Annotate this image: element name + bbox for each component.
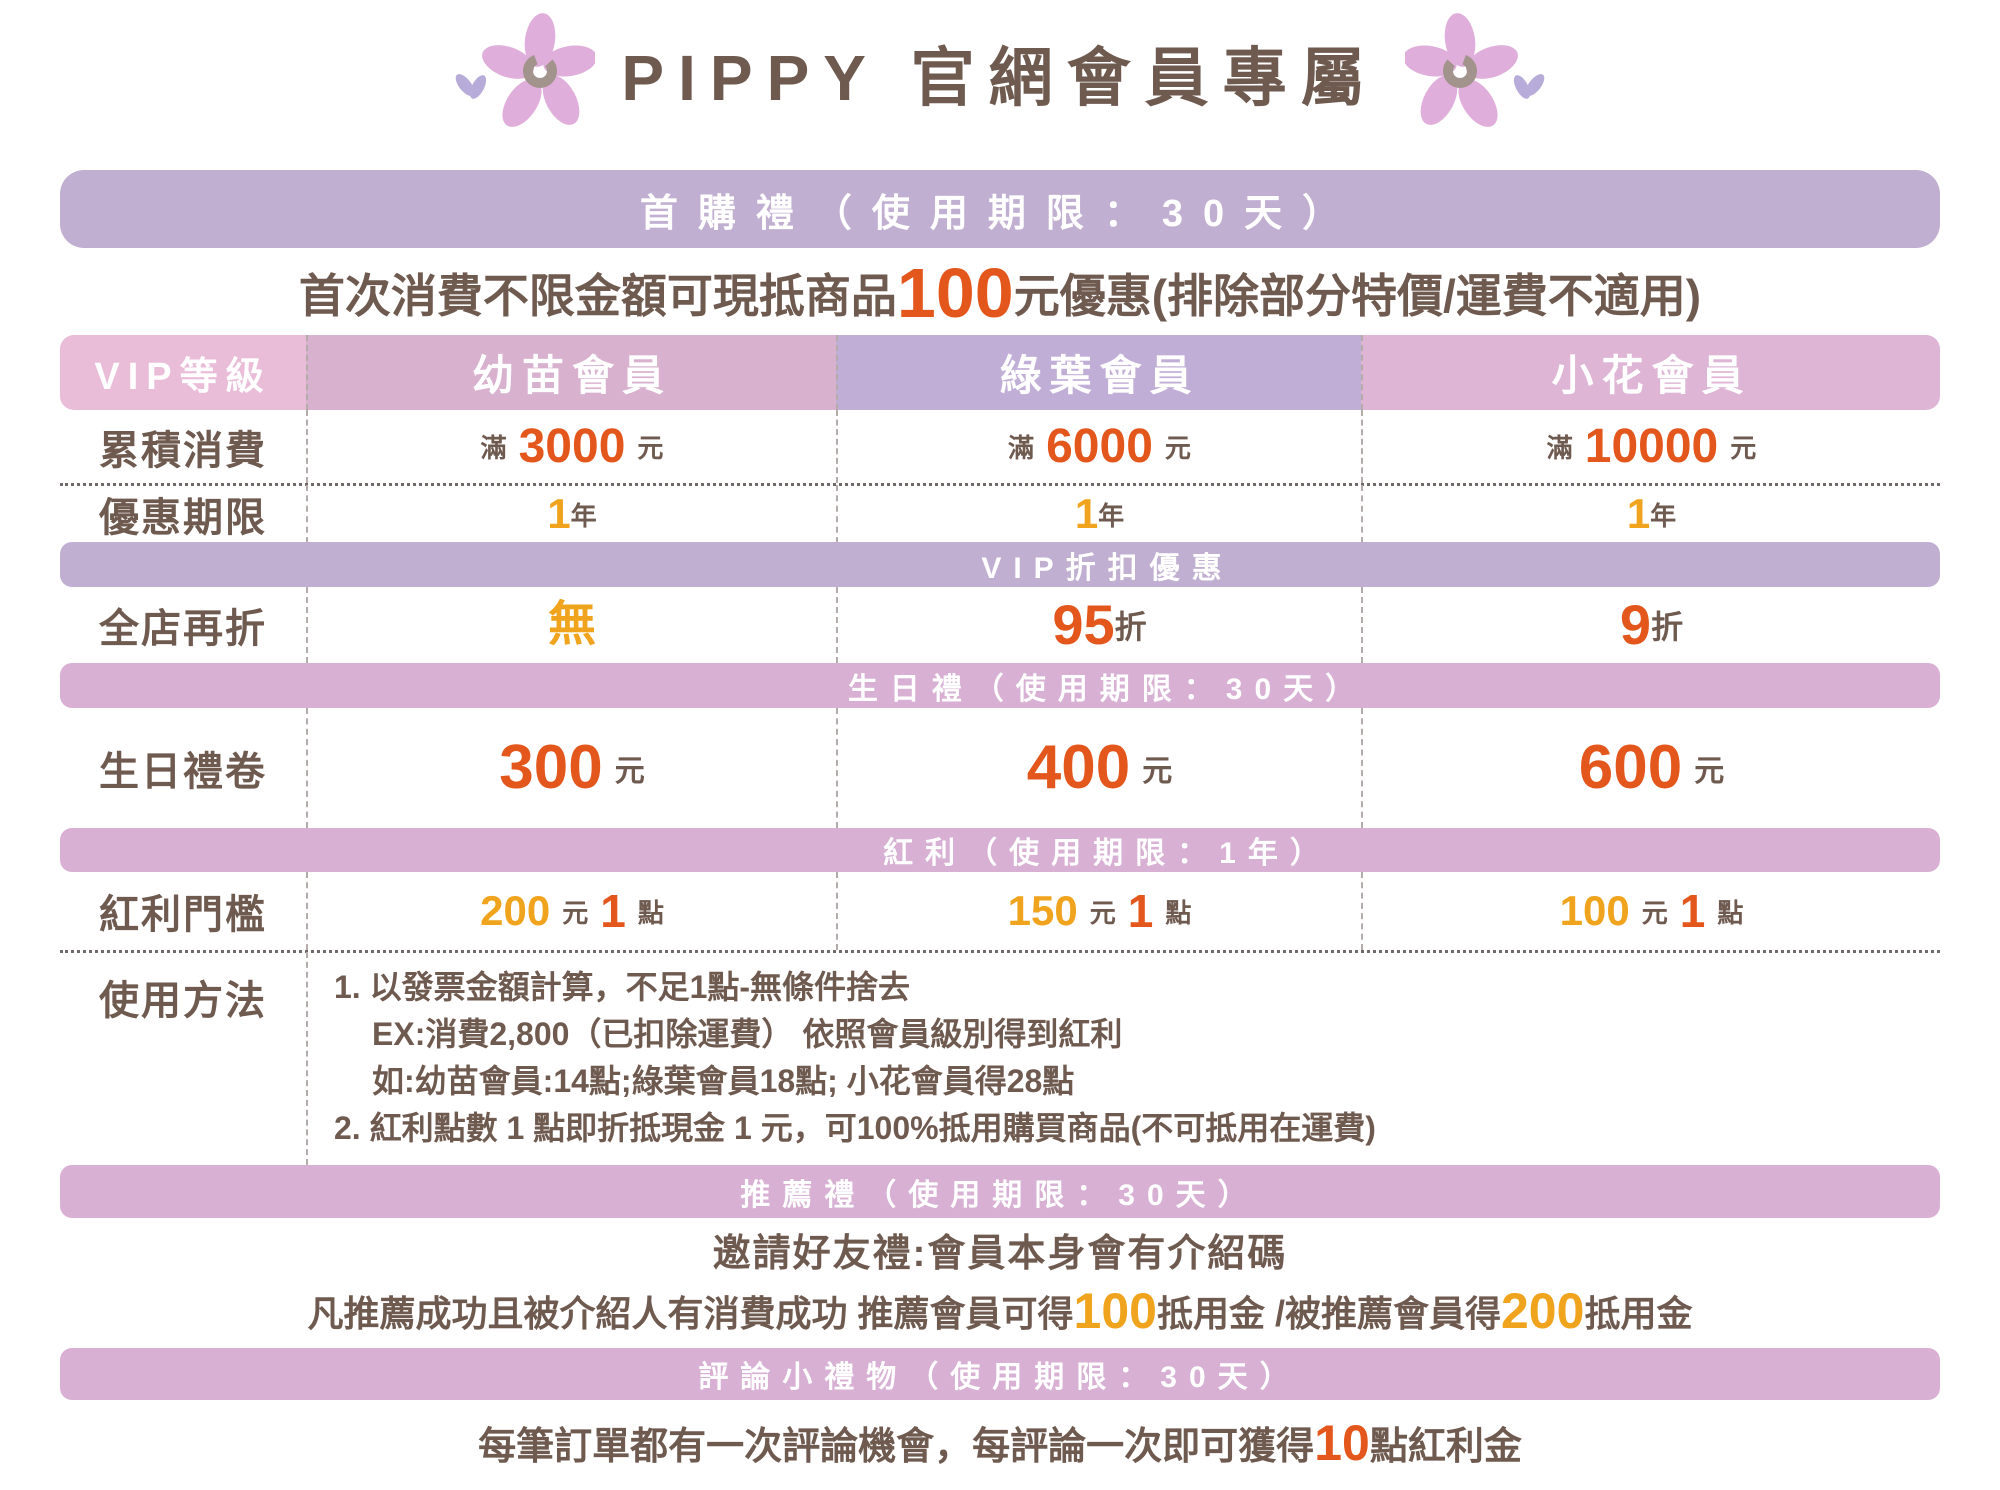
- vip-table-header-row: VIP等級 幼苗會員 綠葉會員 小花會員: [60, 335, 1940, 410]
- banner-referral-gift-label: 推薦禮（使用期限：30天）: [740, 1178, 1260, 1212]
- referral-line-1: 邀請好友禮:會員本身會有介紹碼: [712, 1232, 1288, 1275]
- first-purchase-desc-pre: 首次消費不限金額可現抵商品: [298, 269, 897, 322]
- cell-seedling-spending: 滿 3000 元: [306, 410, 836, 483]
- banner-vip-discount-label: VIP折扣優惠: [981, 551, 1234, 585]
- flower-icon: [456, 13, 596, 127]
- referral-credit-referee: 200: [1501, 1283, 1585, 1339]
- row-accumulated-spending: 累積消費 滿 3000 元 滿 6000 元 滿 10000 元: [60, 410, 1940, 483]
- flower-icon: [1404, 13, 1544, 127]
- referral-line-2: 凡推薦成功且被介紹人有消費成功 推薦會員可得 100 抵用金 /被推薦會員得 200 抵…: [60, 1280, 1940, 1342]
- cell-flower-spending: 滿 10000 元: [1361, 410, 1940, 483]
- banner-vip-discount: VIP折扣優惠: [60, 542, 1940, 587]
- first-purchase-amount: 100: [896, 253, 1014, 332]
- usage-line-4: 2. 紅利點數 1 點即折抵現金 1 元，可100%抵用購買商品(不可抵用在運費…: [334, 1110, 1376, 1146]
- header-leaf-member: 綠葉會員: [836, 335, 1361, 410]
- page-title: PIPPY 官網會員專屬: [621, 42, 1379, 114]
- page-header: PIPPY 官網會員專屬: [0, 13, 2000, 128]
- row-label: 使用方法: [99, 979, 267, 1023]
- review-points: 10: [1314, 1414, 1370, 1471]
- header-vip-level: VIP等級: [60, 335, 306, 410]
- banner-review-gift: 評論小禮物（使用期限：30天）: [60, 1348, 1940, 1400]
- banner-first-purchase: 首購禮（使用期限：30天）: [60, 170, 1940, 248]
- row-label: 全店再折: [99, 607, 267, 651]
- banner-birthday-gift-label: 生日禮（使用期限：30天）: [847, 672, 1368, 706]
- banner-birthday-gift: 生日禮（使用期限：30天）: [60, 663, 1940, 708]
- cell-seedling-voucher: 300 元: [306, 708, 836, 828]
- banner-rebate-label: 紅利（使用期限：1年）: [883, 837, 1332, 870]
- banner-review-gift-label: 評論小禮物（使用期限：30天）: [698, 1361, 1302, 1394]
- row-divider: [60, 483, 1940, 486]
- banner-referral-gift: 推薦禮（使用期限：30天）: [60, 1165, 1940, 1218]
- row-label: 累積消費: [99, 428, 267, 473]
- row-birthday-voucher: 生日禮卷 300 元 400 元 600 元: [60, 708, 1940, 828]
- referral-line2-post: 抵用金: [1584, 1293, 1693, 1334]
- first-purchase-desc-post: 元優惠(排除部分特價/運費不適用): [1013, 269, 1702, 322]
- banner-first-purchase-label: 首購禮（使用期限：30天）: [639, 192, 1361, 235]
- usage-line-2: EX:消費2,800（已扣除運費） 依照會員級別得到紅利: [372, 1016, 1123, 1052]
- row-usage-method: 使用方法 1. 以發票金額計算，不足1點-無條件捨去 EX:消費2,800（已扣…: [60, 952, 1940, 1165]
- row-label: 紅利門檻: [99, 893, 267, 937]
- cell-leaf-threshold: 150 元 1 點: [836, 872, 1361, 950]
- referral-line2-mid: 抵用金 /被推薦會員得: [1156, 1293, 1501, 1334]
- usage-instructions: 1. 以發票金額計算，不足1點-無條件捨去 EX:消費2,800（已扣除運費） …: [306, 952, 1940, 1165]
- cell-leaf-spending: 滿 6000 元: [836, 410, 1361, 483]
- first-purchase-description: 首次消費不限金額可現抵商品 100 元優惠(排除部分特價/運費不適用): [60, 250, 1940, 335]
- row-label: 生日禮卷: [99, 750, 267, 794]
- cell-leaf-voucher: 400 元: [836, 708, 1361, 828]
- review-line: 每筆訂單都有一次評論機會，每評論一次即可獲得 10 點紅利金: [60, 1400, 1940, 1485]
- row-divider: [60, 950, 1940, 953]
- banner-rebate: 紅利（使用期限：1年）: [60, 828, 1940, 872]
- usage-line-3: 如:幼苗會員:14點;綠葉會員18點; 小花會員得28點: [372, 1063, 1075, 1099]
- cell-seedling-discount: 無: [306, 587, 836, 663]
- cell-leaf-discount: 95 折: [836, 587, 1361, 663]
- review-line-pre: 每筆訂單都有一次評論機會，每評論一次即可獲得: [478, 1426, 1315, 1468]
- row-label: 優惠期限: [99, 496, 267, 540]
- referral-line2-pre: 凡推薦成功且被介紹人有消費成功 推薦會員可得: [307, 1293, 1074, 1334]
- cell-seedling-threshold: 200 元 1 點: [306, 872, 836, 950]
- row-rebate-threshold: 紅利門檻 200 元 1 點 150 元 1 點 100 元 1 點: [60, 872, 1940, 950]
- cell-flower-threshold: 100 元 1 點: [1361, 872, 1940, 950]
- usage-line-1: 1. 以發票金額計算，不足1點-無條件捨去: [334, 969, 911, 1005]
- header-seedling-member: 幼苗會員: [306, 335, 836, 410]
- review-line-post: 點紅利金: [1369, 1426, 1522, 1468]
- referral-credit-referrer: 100: [1073, 1283, 1157, 1339]
- cell-flower-voucher: 600 元: [1361, 708, 1940, 828]
- header-flower-member: 小花會員: [1361, 335, 1940, 410]
